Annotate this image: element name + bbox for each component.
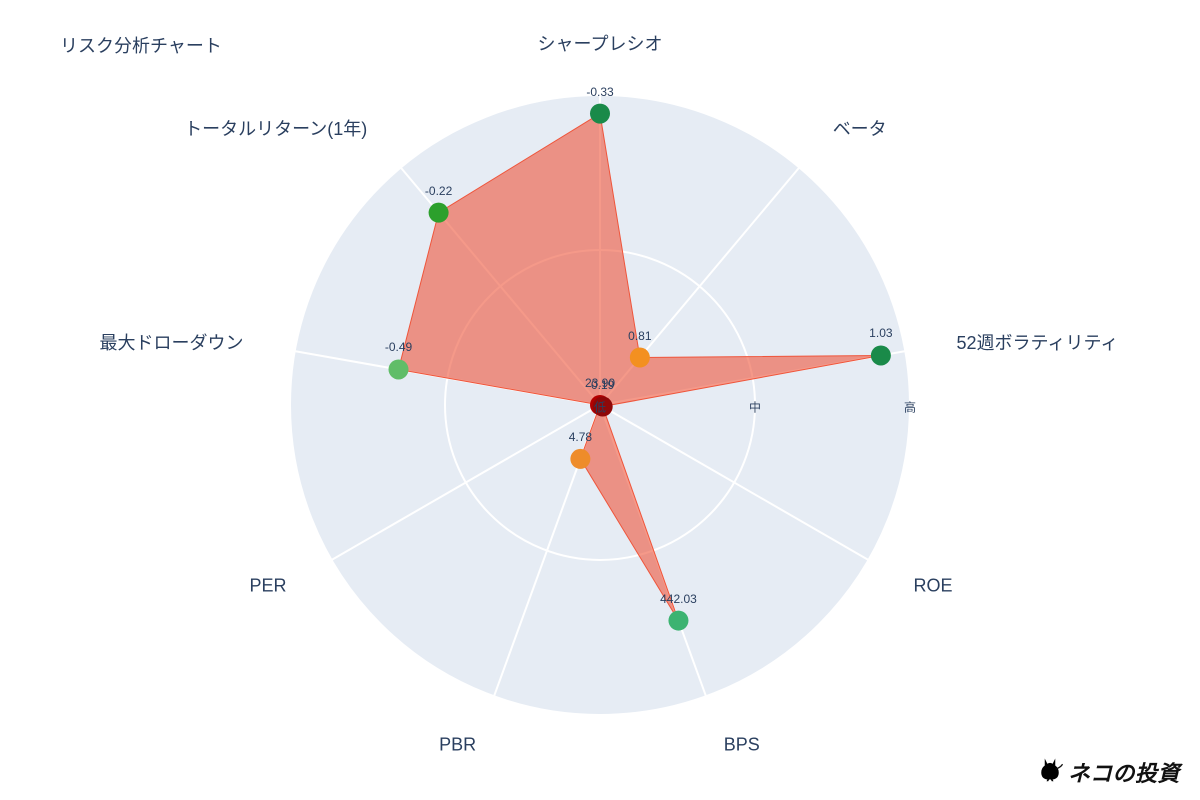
brand-text: ネコの投資: [1068, 756, 1180, 788]
brand-footer: ネコの投資: [1036, 755, 1180, 788]
axis-label: PBR: [439, 735, 476, 756]
axis-label: ベータ: [833, 115, 887, 141]
cat-icon: [1036, 755, 1064, 788]
data-point-value: 4.78: [569, 430, 592, 444]
radial-tick-label: 低: [594, 399, 606, 416]
radial-tick-label: 高: [904, 399, 916, 416]
data-point-value: 0.19: [591, 378, 614, 392]
data-point-value: 442.03: [660, 592, 697, 606]
data-point-value: 1.03: [869, 326, 892, 340]
axis-label: BPS: [724, 735, 760, 756]
radial-tick-label: 中: [749, 399, 761, 416]
axis-label: 52週ボラティリティ: [957, 329, 1119, 355]
axis-label: トータルリターン(1年): [184, 115, 367, 141]
data-point-value: -0.49: [385, 340, 412, 354]
axis-label: ROE: [914, 576, 953, 597]
axis-label: PER: [249, 576, 286, 597]
axis-label: シャープレシオ: [538, 30, 663, 56]
axis-label: 最大ドローダウン: [99, 329, 243, 355]
data-point-value: -0.33: [586, 85, 613, 99]
data-point-value: -0.22: [425, 184, 452, 198]
data-point-value: 0.81: [628, 329, 651, 343]
